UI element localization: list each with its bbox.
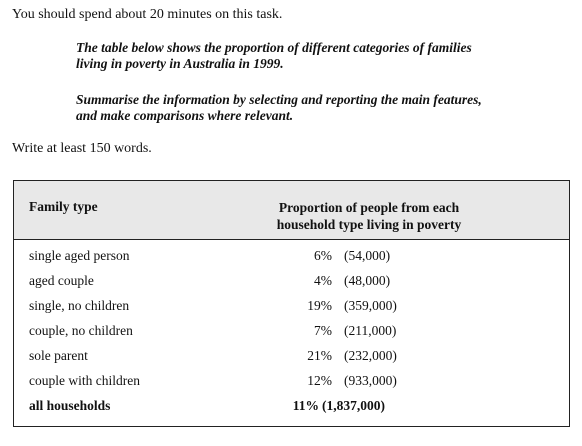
percent-cell: 6% xyxy=(314,248,332,263)
column-header-proportion: Proportion of people from each household… xyxy=(244,199,494,233)
task-description-line: The table below shows the proportion of … xyxy=(76,40,472,55)
percent-cell: 12% xyxy=(307,373,332,388)
percent-cell: 21% xyxy=(307,348,332,363)
percent-cell: 19% xyxy=(307,298,332,313)
percent-cell: 7% xyxy=(314,323,332,338)
family-type-cell: couple with children xyxy=(29,373,140,388)
table-row: couple with children 12% (933,000) xyxy=(14,372,569,397)
table-row: single aged person 6% (54,000) xyxy=(14,247,569,272)
count-cell: (1,837,000) xyxy=(322,398,385,413)
percent-cell: 11% xyxy=(292,398,319,413)
column-header-proportion-line: household type living in poverty xyxy=(276,217,462,232)
family-type-cell: couple, no children xyxy=(29,323,133,338)
percent-cell: 4% xyxy=(314,273,332,288)
family-type-cell: sole parent xyxy=(29,348,88,363)
count-cell: (54,000) xyxy=(344,248,391,263)
column-header-family-type: Family type xyxy=(29,199,98,214)
table-row: couple, no children 7% (211,000) xyxy=(14,322,569,347)
task-summary-line: and make comparisons where relevant. xyxy=(76,108,294,123)
task-summary-line: Summarise the information by selecting a… xyxy=(76,92,482,107)
count-cell: (232,000) xyxy=(344,348,397,363)
task-summary-instruction: Summarise the information by selecting a… xyxy=(76,92,536,124)
table-row: single, no children 19% (359,000) xyxy=(14,297,569,322)
poverty-table: Family type Proportion of people from ea… xyxy=(13,180,570,427)
time-instruction: You should spend about 20 minutes on thi… xyxy=(12,7,283,22)
count-cell: (933,000) xyxy=(344,373,397,388)
task-description-line: living in poverty in Australia in 1999. xyxy=(76,56,284,71)
count-cell: (48,000) xyxy=(344,273,391,288)
count-cell: (211,000) xyxy=(344,323,397,338)
task-description: The table below shows the proportion of … xyxy=(76,40,536,72)
family-type-cell: aged couple xyxy=(29,273,94,288)
family-type-cell: all households xyxy=(29,398,111,413)
family-type-cell: single, no children xyxy=(29,298,130,313)
column-header-proportion-line: Proportion of people from each xyxy=(278,200,460,215)
table-row: aged couple 4% (48,000) xyxy=(14,272,569,297)
table-row: sole parent 21% (232,000) xyxy=(14,347,569,372)
word-count-instruction: Write at least 150 words. xyxy=(12,141,152,156)
table-body: single aged person 6% (54,000) aged coup… xyxy=(14,247,569,422)
table-total-row: all households 11% (1,837,000) xyxy=(14,397,569,422)
table-header: Family type Proportion of people from ea… xyxy=(14,181,569,240)
count-cell: (359,000) xyxy=(344,298,397,313)
family-type-cell: single aged person xyxy=(29,248,130,263)
